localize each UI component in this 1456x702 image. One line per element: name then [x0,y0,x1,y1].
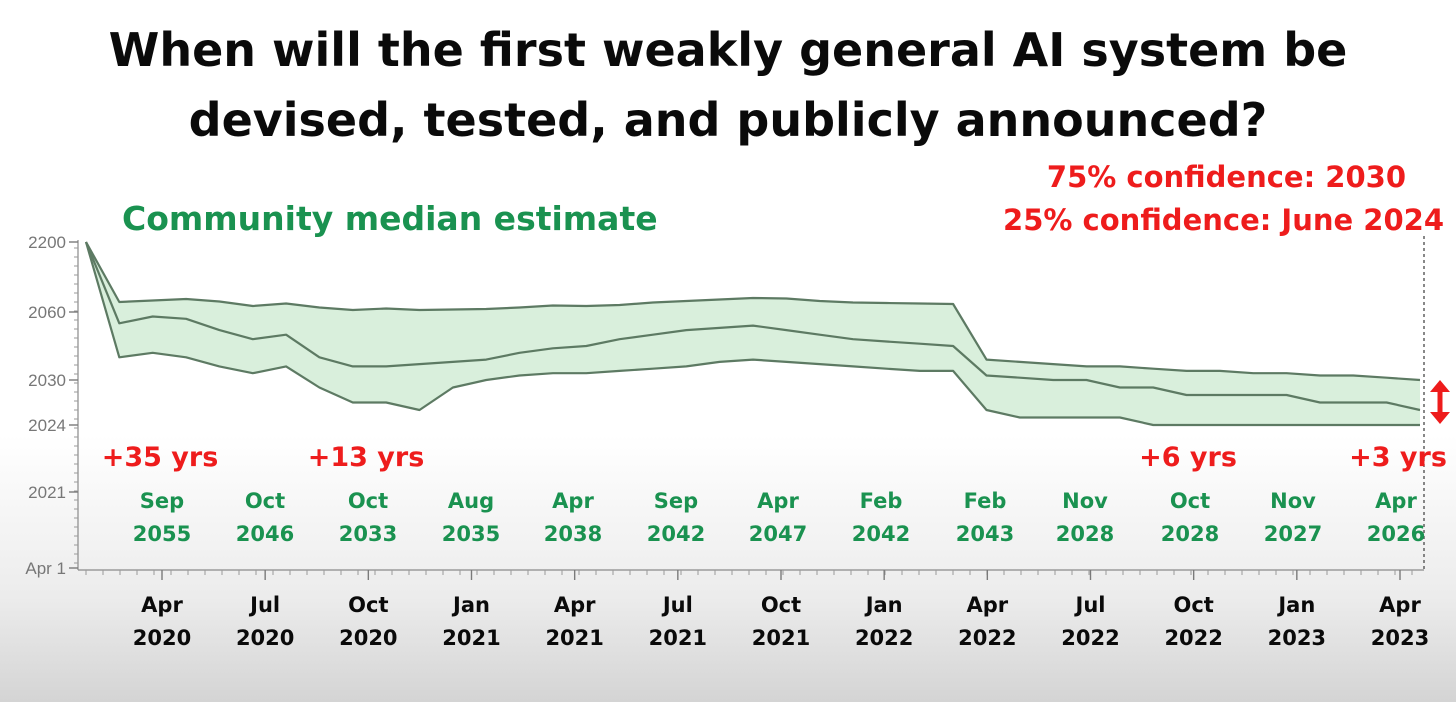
annotation-estimate-year: 2028 [1056,522,1114,546]
x-tick-label-year: 2021 [545,626,603,650]
y-tick-label: 2060 [28,303,66,322]
annotation-estimate-year: 2028 [1161,522,1219,546]
annotation-estimate-year: 2055 [133,522,191,546]
x-tick-label-year: 2021 [442,626,500,650]
x-tick-label-year: 2022 [1061,626,1119,650]
annotation-estimate-year: 2026 [1367,522,1425,546]
annotation-estimate-year: 2042 [852,522,910,546]
x-tick-label-month: Apr [141,593,183,617]
annotation-estimate-month: Apr [1375,489,1417,513]
x-tick-label-year: 2022 [1164,626,1222,650]
chart-title-line-2: devised, tested, and publicly announced? [188,93,1268,147]
y-tick-label: 2030 [28,371,66,390]
x-tick-label-month: Apr [1379,593,1421,617]
x-tick-label-month: Oct [348,593,388,617]
legend-community-median: Community median estimate [122,199,658,238]
annotation-estimate-year: 2033 [339,522,397,546]
x-tick-label-month: Jan [451,593,490,617]
x-tick-label-month: Jul [248,593,280,617]
x-tick-label-year: 2020 [236,626,294,650]
chart-title-line-1: When will the first weakly general AI sy… [108,23,1348,77]
x-tick-label-year: 2023 [1268,626,1326,650]
annotation-estimate-month: Feb [860,489,903,513]
confidence-75-label: 75% confidence: 2030 [1046,160,1406,194]
annotation-estimate-month: Aug [448,489,494,513]
y-tick-label: 2021 [28,483,66,502]
annotation-estimate-year: 2042 [647,522,705,546]
y-tick-label: 2024 [28,416,66,435]
x-tick-label-month: Apr [554,593,596,617]
annotation-years-ahead: +35 yrs [102,442,219,473]
range-arrow-up-head [1430,380,1450,392]
x-tick-label-month: Jan [1276,593,1315,617]
annotation-estimate-year: 2027 [1264,522,1322,546]
annotation-years-ahead: +6 yrs [1139,442,1237,473]
annotation-estimate-year: 2038 [544,522,602,546]
lower-quartile-line [84,241,1420,427]
annotation-estimate-month: Oct [1170,489,1210,513]
x-tick-label-month: Oct [761,593,801,617]
x-tick-label-year: 2021 [649,626,707,650]
annotation-estimate-month: Sep [140,489,184,513]
annotation-estimate-month: Nov [1270,489,1316,513]
x-tick-label-year: 2022 [855,626,913,650]
range-arrow-down-head [1430,412,1450,424]
x-tick-label-month: Jul [661,593,693,617]
median-line [84,241,1421,412]
x-tick-label-year: 2023 [1371,626,1429,650]
y-tick-label: Apr 1 [25,559,66,578]
x-tick-label-year: 2020 [339,626,397,650]
x-tick-label-month: Apr [967,593,1009,617]
annotation-estimate-month: Sep [654,489,698,513]
x-tick-label-month: Jul [1074,593,1106,617]
annotation-estimate-month: Apr [552,489,594,513]
annotation-years-ahead: +13 yrs [308,442,425,473]
annotation-years-ahead: +3 yrs [1349,442,1447,473]
annotation-estimate-month: Oct [348,489,388,513]
x-tick-label-month: Oct [1173,593,1213,617]
x-tick-label-year: 2022 [958,626,1016,650]
x-tick-label-month: Jan [864,593,903,617]
confidence-25-label: 25% confidence: June 2024 [1003,203,1444,237]
annotation-estimate-year: 2043 [956,522,1014,546]
confidence-band [86,242,1420,425]
x-tick-label-year: 2021 [752,626,810,650]
annotation-estimate-year: 2035 [442,522,500,546]
x-tick-label-year: 2020 [133,626,191,650]
annotation-estimate-month: Apr [757,489,799,513]
upper-quartile-line [85,241,1421,382]
y-tick-label: 2200 [28,233,66,252]
annotation-estimate-month: Oct [245,489,285,513]
annotation-estimate-month: Feb [964,489,1007,513]
annotation-estimate-year: 2046 [236,522,294,546]
annotation-estimate-month: Nov [1062,489,1108,513]
annotation-estimate-year: 2047 [749,522,807,546]
